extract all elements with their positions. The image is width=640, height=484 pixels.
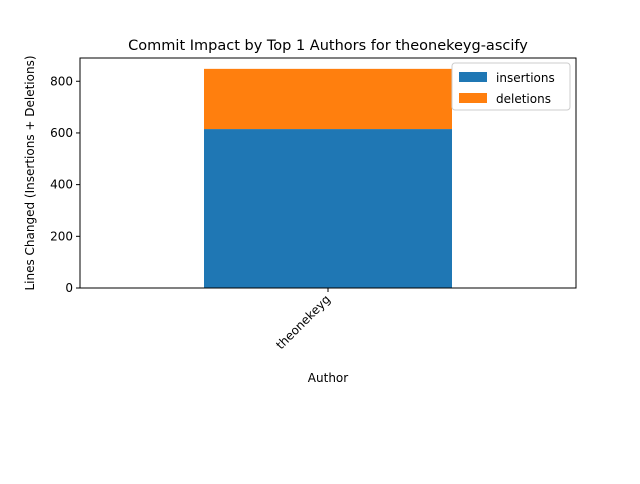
- y-tick-label-200: 200: [50, 229, 73, 243]
- legend-label-insertions: insertions: [496, 71, 555, 85]
- legend: insertions deletions: [451, 62, 571, 111]
- legend-swatch-deletions: [459, 93, 487, 103]
- legend-label-deletions: deletions: [496, 92, 551, 106]
- y-tick-label-600: 600: [50, 126, 73, 140]
- y-tick-label-800: 800: [50, 74, 73, 88]
- y-tick-label-0: 0: [65, 281, 73, 295]
- x-tick-label-theonekeyg: theonekeyg: [273, 292, 333, 352]
- x-axis-label: Author: [308, 371, 348, 385]
- chart-title: Commit Impact by Top 1 Authors for theon…: [128, 38, 528, 54]
- y-axis-label: Lines Changed (Insertions + Deletions): [23, 55, 37, 290]
- bar-insertions-theonekeyg: [204, 129, 452, 288]
- legend-swatch-insertions: [459, 72, 487, 82]
- bar-deletions-theonekeyg: [204, 68, 452, 130]
- bars-layer: [204, 68, 452, 288]
- y-axis: 0 200 400 600 800: [50, 74, 80, 295]
- x-axis: theonekeyg: [273, 288, 333, 352]
- plot-frame: [79, 57, 577, 289]
- y-tick-label-400: 400: [50, 178, 73, 192]
